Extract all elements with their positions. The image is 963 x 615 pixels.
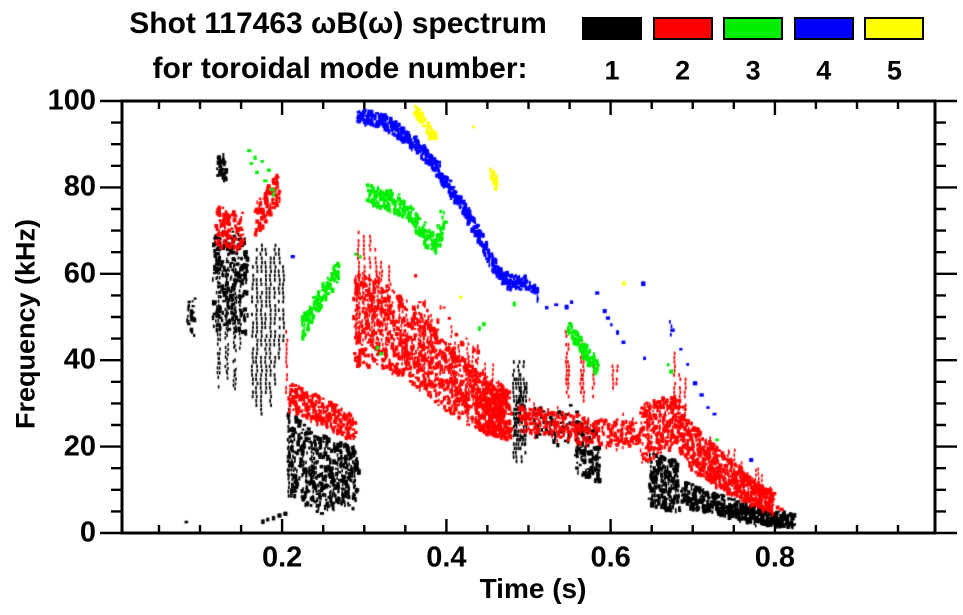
legend-label-mode4: 4: [816, 55, 832, 86]
spectrum-data-canvas: [122, 101, 935, 533]
legend-swatch-mode2: [652, 17, 713, 40]
y-tick-label: 100: [47, 84, 96, 117]
legend-label-mode2: 2: [675, 55, 691, 86]
x-axis-title: Time (s): [479, 573, 587, 604]
legend-label-mode3: 3: [745, 55, 761, 86]
legend-swatch-mode1: [582, 17, 642, 40]
y-tick-label: 80: [63, 170, 96, 203]
legend-label-mode1: 1: [604, 55, 620, 86]
y-tick-label: 0: [79, 516, 96, 549]
chart-title-line1: Shot 117463 ωB(ω) spectrum: [129, 7, 547, 40]
legend-swatch-mode5: [864, 17, 925, 40]
y-axis-title: Frequency (kHz): [10, 218, 41, 430]
chart-title-line2: for toroidal mode number:: [152, 52, 528, 85]
y-tick-label: 40: [63, 343, 96, 376]
y-tick-label: 20: [63, 430, 96, 463]
legend-swatch-mode4: [793, 17, 854, 40]
x-tick-label: 0.2: [261, 541, 303, 574]
y-tick-label: 60: [63, 257, 96, 290]
legend-label-mode5: 5: [886, 55, 902, 86]
legend-swatch-mode3: [723, 17, 784, 40]
x-tick-label: 0.8: [754, 541, 796, 574]
x-tick-label: 0.6: [590, 541, 631, 574]
x-tick-label: 0.4: [426, 541, 467, 574]
